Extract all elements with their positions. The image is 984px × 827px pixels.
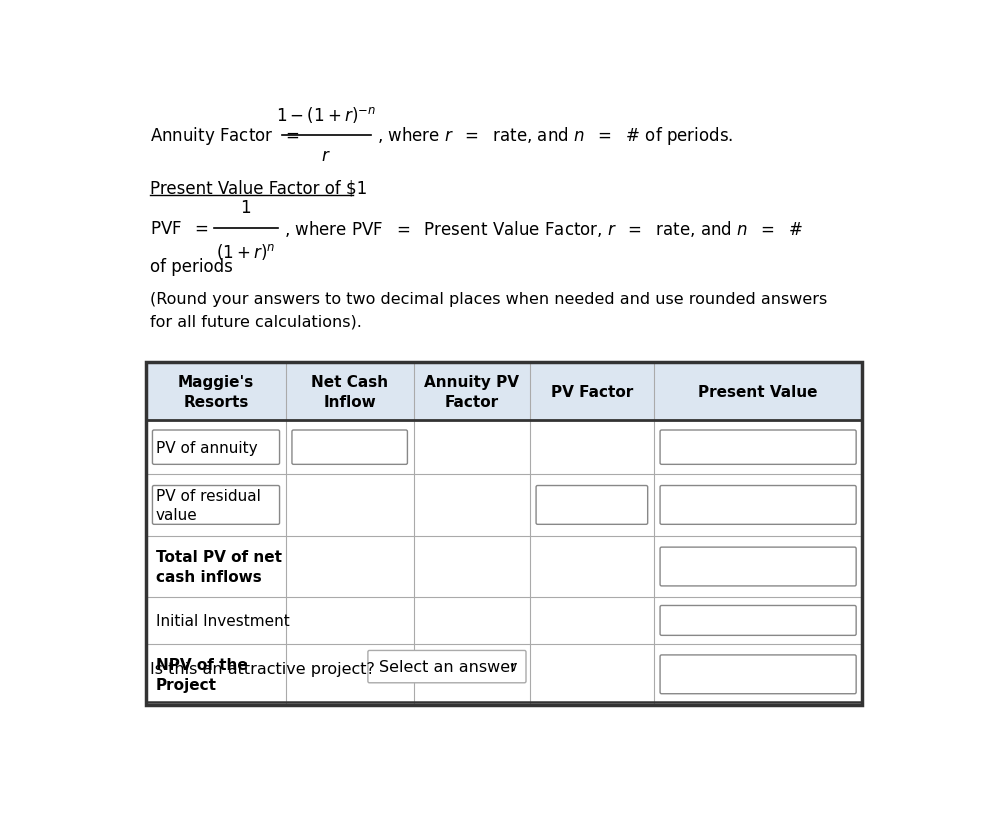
FancyBboxPatch shape (660, 547, 856, 586)
Text: Present Value: Present Value (699, 385, 818, 399)
Text: for all future calculations).: for all future calculations). (151, 314, 362, 330)
Text: Annuity Factor  $=$: Annuity Factor $=$ (151, 125, 300, 147)
Text: Initial Investment: Initial Investment (155, 613, 289, 629)
Text: Select an answer: Select an answer (379, 659, 517, 674)
Text: of periods: of periods (151, 258, 233, 276)
FancyBboxPatch shape (660, 486, 856, 524)
FancyBboxPatch shape (660, 431, 856, 465)
Text: ∨: ∨ (509, 660, 518, 673)
Text: $1-(1+r)^{-n}$: $1-(1+r)^{-n}$ (276, 105, 376, 125)
FancyBboxPatch shape (536, 486, 647, 524)
Text: PV of annuity: PV of annuity (155, 440, 257, 455)
Text: NPV of the
Project: NPV of the Project (155, 657, 247, 692)
Text: Annuity PV
Factor: Annuity PV Factor (424, 375, 520, 409)
Text: (Round your answers to two decimal places when needed and use rounded answers: (Round your answers to two decimal place… (151, 291, 828, 307)
FancyBboxPatch shape (660, 605, 856, 636)
Text: Maggie's
Resorts: Maggie's Resorts (178, 375, 254, 409)
Text: Is this an attractive project?: Is this an attractive project? (151, 661, 375, 676)
FancyBboxPatch shape (153, 431, 279, 465)
FancyBboxPatch shape (660, 655, 856, 694)
Text: PV Factor: PV Factor (551, 385, 633, 399)
Text: PV of residual
value: PV of residual value (155, 488, 261, 523)
Text: Present Value Factor of $1: Present Value Factor of $1 (151, 179, 367, 198)
Text: , where PVF  $=$  Present Value Factor, $r$  $=$  rate, and $n$  $=$  #: , where PVF $=$ Present Value Factor, $r… (284, 218, 804, 238)
Text: $r$: $r$ (321, 146, 331, 165)
FancyBboxPatch shape (368, 651, 526, 683)
Text: Net Cash
Inflow: Net Cash Inflow (311, 375, 389, 409)
Bar (147, 363, 862, 705)
FancyBboxPatch shape (153, 486, 279, 524)
Text: PVF  $=$: PVF $=$ (151, 219, 209, 237)
Text: $(1+r)^{n}$: $(1+r)^{n}$ (216, 241, 276, 261)
Bar (147, 363, 862, 421)
Text: $1$: $1$ (240, 198, 251, 217)
Text: Total PV of net
cash inflows: Total PV of net cash inflows (155, 549, 281, 584)
FancyBboxPatch shape (292, 431, 407, 465)
Text: , where $r$  $=$  rate, and $n$  $=$  # of periods.: , where $r$ $=$ rate, and $n$ $=$ # of p… (377, 125, 733, 147)
